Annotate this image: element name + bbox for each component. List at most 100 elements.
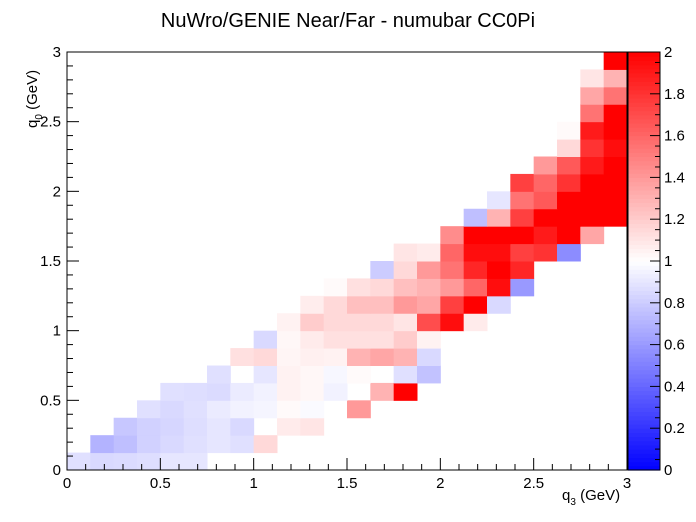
palette-step bbox=[628, 348, 660, 354]
heatmap-cell bbox=[487, 208, 511, 227]
palette-step bbox=[628, 465, 660, 471]
palette-step bbox=[628, 160, 660, 166]
heatmap-cell bbox=[393, 295, 418, 314]
heatmap-cell bbox=[67, 452, 91, 471]
heatmap-cell bbox=[207, 382, 231, 401]
heatmap-cell bbox=[580, 208, 605, 227]
palette-step bbox=[628, 424, 660, 429]
palette-step bbox=[628, 265, 660, 270]
heatmap-cell bbox=[557, 173, 581, 192]
heatmap-cell bbox=[113, 452, 138, 471]
heatmap-cell bbox=[160, 417, 185, 436]
palette-step bbox=[628, 181, 660, 187]
heatmap-cell bbox=[370, 313, 395, 332]
palette-step bbox=[628, 102, 660, 107]
palette-step bbox=[628, 390, 660, 396]
x-tick-label: 3 bbox=[623, 475, 631, 492]
palette-step bbox=[628, 143, 660, 149]
palette-step bbox=[628, 56, 660, 61]
heatmap-cell bbox=[347, 278, 371, 297]
y-axis: 0 0.5 1 1.5 2 2.5 3 bbox=[40, 44, 79, 479]
palette-step bbox=[628, 298, 660, 304]
heatmap-cell bbox=[557, 156, 581, 175]
heatmap-cell bbox=[463, 278, 488, 297]
heatmap-cell bbox=[417, 295, 441, 314]
palette-step bbox=[628, 156, 660, 162]
heatmap-cell bbox=[463, 295, 488, 314]
palette-step bbox=[628, 403, 660, 408]
palette-step bbox=[628, 185, 660, 191]
y-tick-label: 1.5 bbox=[40, 253, 61, 270]
palette-step bbox=[628, 164, 660, 170]
palette-step bbox=[628, 77, 660, 82]
heatmap-cell bbox=[230, 382, 255, 401]
heatmap-cell bbox=[603, 69, 628, 88]
z-tick-label: 0.4 bbox=[664, 378, 685, 395]
palette-step bbox=[628, 286, 660, 291]
heatmap-cell bbox=[300, 313, 325, 332]
heatmap-cell bbox=[323, 295, 348, 314]
heatmap-cell bbox=[393, 261, 418, 279]
heatmap-cell bbox=[347, 365, 371, 384]
palette-step bbox=[628, 60, 660, 66]
x-tick-label: 0 bbox=[63, 475, 71, 492]
heatmap-cell bbox=[370, 295, 395, 314]
heatmap-cell bbox=[487, 226, 511, 245]
heatmap-cell bbox=[277, 365, 301, 384]
heatmap-cell bbox=[253, 382, 278, 401]
heatmap-cell bbox=[207, 400, 231, 419]
palette-step bbox=[628, 411, 660, 417]
heatmap-cell bbox=[580, 104, 605, 123]
heatmap-cell bbox=[300, 417, 325, 436]
palette-step bbox=[628, 302, 660, 308]
palette-step bbox=[628, 419, 660, 425]
heatmap-cell bbox=[183, 417, 208, 436]
heatmap-cell bbox=[393, 243, 418, 262]
palette-step bbox=[628, 311, 660, 316]
palette-step bbox=[628, 261, 660, 266]
heatmap-cell bbox=[417, 348, 441, 366]
heatmap-cell bbox=[603, 139, 628, 157]
heatmap-cell bbox=[440, 313, 465, 332]
heatmap-cell bbox=[370, 330, 395, 349]
heatmap-cell bbox=[487, 243, 511, 262]
heatmap-cell bbox=[557, 191, 581, 210]
palette-step bbox=[628, 93, 660, 99]
z-tick-label: 1 bbox=[664, 253, 672, 270]
z-tick-label: 1.6 bbox=[664, 128, 685, 145]
heatmap-cell bbox=[300, 365, 325, 384]
palette-step bbox=[628, 432, 660, 438]
palette-step bbox=[628, 415, 660, 421]
palette-step bbox=[628, 139, 660, 145]
heatmap-cell bbox=[277, 313, 301, 332]
palette-step bbox=[628, 81, 660, 87]
heatmap-cell bbox=[580, 191, 605, 210]
heatmap-cell bbox=[323, 348, 348, 366]
heatmap-cell bbox=[207, 365, 231, 384]
palette-step bbox=[628, 453, 660, 459]
heatmap-cell bbox=[230, 417, 255, 436]
heatmap-cell bbox=[137, 452, 161, 471]
heatmap-cell bbox=[557, 226, 581, 245]
heatmap-cell bbox=[417, 278, 441, 297]
heatmap-cell bbox=[580, 173, 605, 192]
heatmap-cell bbox=[487, 278, 511, 297]
heatmap-cell bbox=[90, 435, 115, 454]
palette-step bbox=[628, 210, 660, 216]
palette-step bbox=[628, 332, 660, 337]
heatmap-cell bbox=[557, 121, 581, 140]
heatmap-cell bbox=[440, 278, 465, 297]
heatmap-cell bbox=[393, 330, 418, 349]
heatmap-cell bbox=[440, 261, 465, 279]
heatmap-cell bbox=[137, 417, 161, 436]
palette-step bbox=[628, 248, 660, 254]
heatmap-cell bbox=[347, 295, 371, 314]
z-tick-label: 1.2 bbox=[664, 211, 685, 228]
heatmap-cell bbox=[463, 243, 488, 262]
heatmap-cell bbox=[230, 348, 255, 366]
heatmap-cell bbox=[207, 417, 231, 436]
y-tick-label: 3 bbox=[53, 44, 61, 61]
heatmap-cell bbox=[277, 382, 301, 401]
heatmap-cell bbox=[510, 173, 535, 192]
heatmap-cell bbox=[277, 330, 301, 349]
